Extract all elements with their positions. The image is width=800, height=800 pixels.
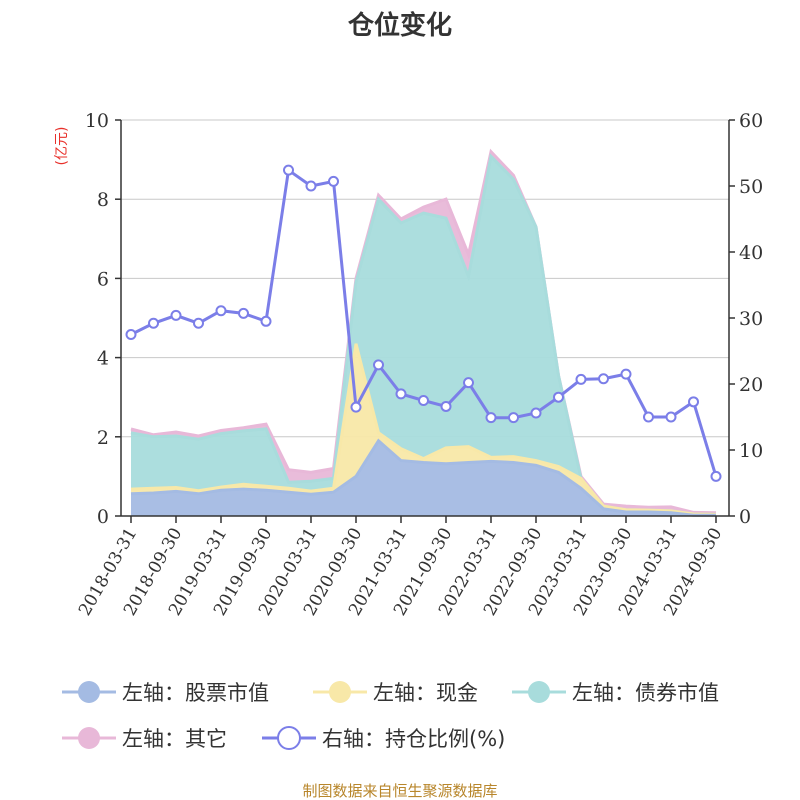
ratio-point: [260, 315, 272, 327]
hollow-circle-marker-icon: [277, 726, 301, 750]
right-tick-label: 40: [739, 242, 763, 264]
ratio-line-series: [125, 164, 722, 482]
ratio-point: [305, 180, 317, 192]
ratio-point: [328, 175, 339, 187]
ratio-point: [688, 396, 699, 408]
legend-item: 左轴：债券市值: [512, 681, 719, 705]
ratio-point: [193, 317, 204, 329]
ratio-point: [148, 317, 159, 329]
ratio-point: [710, 470, 722, 482]
ratio-point: [170, 309, 182, 321]
ratio-point: [238, 307, 249, 319]
bond-area: [131, 156, 716, 515]
ratio-point: [553, 391, 564, 403]
stacked-area-series: [130, 148, 717, 517]
right-tick-label: 0: [739, 506, 751, 528]
left-tick-label: 2: [97, 427, 109, 449]
legend-item: 右轴：持仓比例(%): [262, 726, 505, 751]
legend-item: 左轴：股票市值: [62, 681, 269, 705]
ratio-point: [530, 407, 542, 419]
ratio-point: [440, 400, 452, 412]
chart-title: 仓位变化: [347, 10, 452, 41]
right-tick-label: 60: [739, 110, 763, 132]
ratio-point: [463, 377, 474, 389]
legend-label: 左轴：其它: [122, 727, 227, 751]
right-tick-label: 20: [739, 374, 763, 396]
ratio-point: [620, 368, 632, 380]
ratio-point: [485, 412, 497, 424]
filled-circle-marker-icon: [78, 727, 100, 749]
legend-label: 左轴：股票市值: [122, 681, 269, 705]
ratio-point: [418, 395, 429, 406]
other-area-edge: [130, 148, 717, 515]
ratio-point: [643, 411, 654, 423]
filled-circle-marker-icon: [329, 681, 351, 703]
left-tick-label: 0: [97, 506, 109, 528]
ratio-point: [283, 164, 294, 176]
cash-area-edge: [130, 343, 717, 516]
legend-label: 右轴：持仓比例(%): [322, 727, 505, 751]
right-tick-label: 50: [739, 176, 763, 198]
left-tick-label: 4: [97, 348, 109, 370]
left-tick-label: 10: [85, 110, 109, 132]
ratio-point: [508, 412, 519, 424]
left-tick-label: 6: [97, 268, 109, 290]
stock-area-edge: [130, 438, 716, 517]
ratio-point: [215, 305, 227, 317]
legend-item: 左轴：其它: [62, 727, 227, 751]
legend-label: 左轴：债券市值: [572, 681, 719, 705]
filled-circle-marker-icon: [528, 681, 550, 703]
ratio-point: [575, 373, 587, 385]
ratio-point: [373, 359, 384, 371]
ratio-point: [350, 401, 362, 413]
ratio-point: [125, 329, 137, 340]
source-note: 制图数据来自恒生聚源数据库: [302, 782, 497, 800]
legend-label: 左轴：现金: [373, 681, 478, 705]
ratio-point: [395, 388, 407, 400]
legend-item: 左轴：现金: [313, 681, 478, 705]
ratio-point: [665, 411, 677, 423]
ratio-point: [598, 373, 609, 385]
stock-area: [131, 440, 716, 516]
filled-circle-marker-icon: [78, 681, 100, 703]
right-tick-label: 30: [739, 308, 763, 330]
right-tick-label: 10: [739, 440, 763, 462]
left-axis-unit-label: (亿元): [54, 127, 70, 166]
left-tick-label: 8: [97, 189, 109, 211]
